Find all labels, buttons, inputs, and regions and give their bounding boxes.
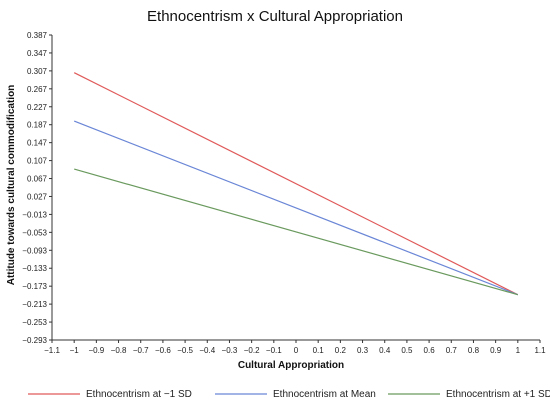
chart-title: Ethnocentrism x Cultural Appropriation — [147, 8, 403, 25]
series-lines — [73, 72, 519, 296]
x-tick-label: −0.5 — [177, 346, 193, 355]
x-tick-label: −0.2 — [244, 346, 260, 355]
x-tick-label: 0.1 — [313, 346, 325, 355]
x-tick-label: −0.8 — [111, 346, 127, 355]
legend-label-3: Ethnocentrism at +1 SD — [446, 389, 550, 400]
y-tick-label: −0.213 — [22, 300, 47, 309]
y-ticks: 0.387 0.347 0.307 0.267 0.227 0.187 0.147 0.107… — [22, 31, 52, 345]
y-tick-label: 0.187 — [27, 121, 48, 130]
x-tick-label: 1.1 — [534, 346, 546, 355]
x-tick-label: 0.5 — [401, 346, 413, 355]
x-tick-label: −0.6 — [155, 346, 171, 355]
y-tick-label: −0.053 — [22, 228, 47, 237]
x-tick-label: 0.9 — [490, 346, 502, 355]
y-tick-label: −0.173 — [22, 282, 47, 291]
x-tick-label: 0.2 — [335, 346, 347, 355]
y-tick-label: 0.107 — [27, 157, 48, 166]
series-line-2 — [73, 120, 519, 296]
series-line-1 — [73, 72, 519, 296]
x-axis-label: Cultural Appropriation — [238, 360, 344, 371]
y-tick-label: 0.147 — [27, 139, 48, 148]
y-tick-label: −0.293 — [22, 336, 47, 345]
x-tick-label: −0.4 — [199, 346, 215, 355]
legend: Ethnocentrism at −1 SD Ethnocentrism at M… — [28, 389, 550, 400]
x-tick-label: −0.1 — [266, 346, 282, 355]
y-tick-label: 0.067 — [27, 175, 48, 184]
x-tick-label: −1 — [70, 346, 80, 355]
y-tick-label: 0.307 — [27, 67, 48, 76]
series-line-3 — [74, 168, 518, 296]
legend-label-1: Ethnocentrism at −1 SD — [86, 389, 192, 400]
y-tick-label: −0.093 — [22, 246, 47, 255]
x-tick-label: 0.6 — [424, 346, 436, 355]
y-tick-label: 0.387 — [27, 31, 48, 40]
y-tick-label: 0.027 — [27, 192, 48, 201]
y-tick-label: 0.267 — [27, 85, 48, 94]
x-tick-label: 0.4 — [379, 346, 391, 355]
legend-label-2: Ethnocentrism at Mean — [273, 389, 376, 400]
x-tick-label: 0 — [294, 346, 299, 355]
x-tick-label: 0.8 — [468, 346, 480, 355]
x-tick-label: −0.7 — [133, 346, 149, 355]
y-tick-label: −0.013 — [22, 210, 47, 219]
y-tick-label: −0.133 — [22, 264, 47, 273]
axes — [51, 35, 540, 341]
y-tick-label: 0.227 — [27, 103, 48, 112]
x-tick-label: 1 — [516, 346, 521, 355]
x-tick-label: −1.1 — [44, 346, 60, 355]
x-ticks: −1.1 −1 −0.9 −0.8 −0.7 −0.6 −0.5 −0.4 −0.3 −0.2 −0… — [44, 340, 546, 355]
y-axis-label: Attitude towards cultural commodificatio… — [6, 85, 17, 286]
x-tick-label: −0.3 — [222, 346, 238, 355]
x-tick-label: 0.7 — [446, 346, 458, 355]
y-tick-label: −0.253 — [22, 318, 47, 327]
x-tick-label: 0.3 — [357, 346, 369, 355]
y-tick-label: 0.347 — [27, 49, 48, 58]
x-tick-label: −0.9 — [88, 346, 104, 355]
